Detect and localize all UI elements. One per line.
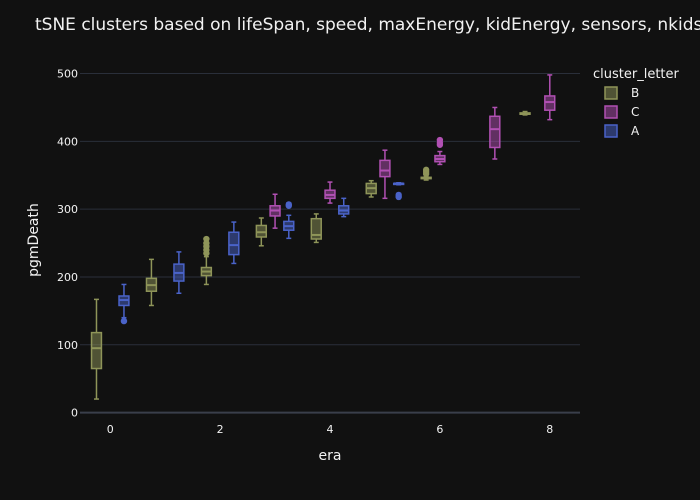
box (365, 179, 377, 198)
box (255, 217, 268, 247)
legend-title: cluster_letter (593, 67, 680, 82)
box (228, 221, 240, 265)
legend-item-A[interactable]: A (604, 124, 640, 138)
box-iqr (255, 224, 268, 238)
legend-swatch (604, 86, 618, 100)
box (118, 283, 130, 325)
box (392, 181, 405, 201)
box (434, 136, 446, 166)
legend-item-B[interactable]: B (604, 86, 639, 100)
legend-swatch (604, 124, 618, 138)
legend-label: A (631, 124, 640, 138)
box (489, 106, 501, 160)
x-axis-label: era (319, 448, 342, 464)
box (338, 197, 350, 218)
outlier-point (285, 201, 292, 208)
plot-background (80, 60, 580, 416)
x-tick-label: 4 (327, 423, 334, 436)
x-tick-label: 0 (107, 423, 114, 436)
box (283, 201, 295, 240)
plot-area (80, 60, 580, 416)
y-tick-label: 200 (57, 271, 78, 284)
y-tick-label: 500 (57, 68, 78, 81)
y-axis-label: pgmDeath (26, 203, 42, 277)
box-iqr (544, 95, 556, 111)
box (420, 166, 432, 181)
box (145, 258, 158, 307)
x-tick-labels: 0 2 4 6 8 (107, 423, 554, 436)
y-tick-label: 400 (57, 135, 78, 148)
legend-label: C (631, 105, 639, 119)
legend: cluster_letter BCA (593, 67, 680, 138)
outlier-point (422, 166, 430, 174)
box (200, 235, 213, 286)
x-tick-label: 6 (436, 423, 443, 436)
box (519, 110, 531, 116)
y-tick-label: 100 (57, 339, 78, 352)
outlier-point (203, 235, 210, 243)
y-tick-label: 0 (71, 407, 78, 420)
box (173, 251, 185, 295)
box (310, 213, 322, 244)
box (544, 74, 556, 121)
box (324, 181, 336, 204)
box-iqr (90, 331, 103, 370)
series-B (90, 110, 531, 400)
x-tick-label: 8 (546, 423, 553, 436)
y-tick-labels: 0 100 200 300 400 500 (57, 68, 78, 420)
outlier-point (436, 136, 444, 144)
legend-swatch (604, 105, 618, 119)
box (379, 149, 391, 200)
series-C (269, 74, 556, 229)
box-iqr (379, 159, 391, 178)
series-A (118, 181, 405, 325)
gridlines (80, 73, 580, 414)
chart-title: tSNE clusters based on lifeSpan, speed, … (35, 15, 700, 35)
outlier-point (395, 191, 402, 199)
box (269, 193, 281, 229)
box-iqr (310, 217, 322, 240)
box-iqr (489, 115, 501, 149)
legend-item-C[interactable]: C (604, 105, 639, 119)
outlier-point (120, 317, 128, 325)
box-marks (90, 74, 556, 400)
x-tick-label: 2 (217, 423, 224, 436)
y-tick-label: 300 (57, 203, 78, 216)
box-iqr (228, 231, 240, 256)
legend-label: B (631, 86, 639, 100)
box (90, 298, 103, 400)
